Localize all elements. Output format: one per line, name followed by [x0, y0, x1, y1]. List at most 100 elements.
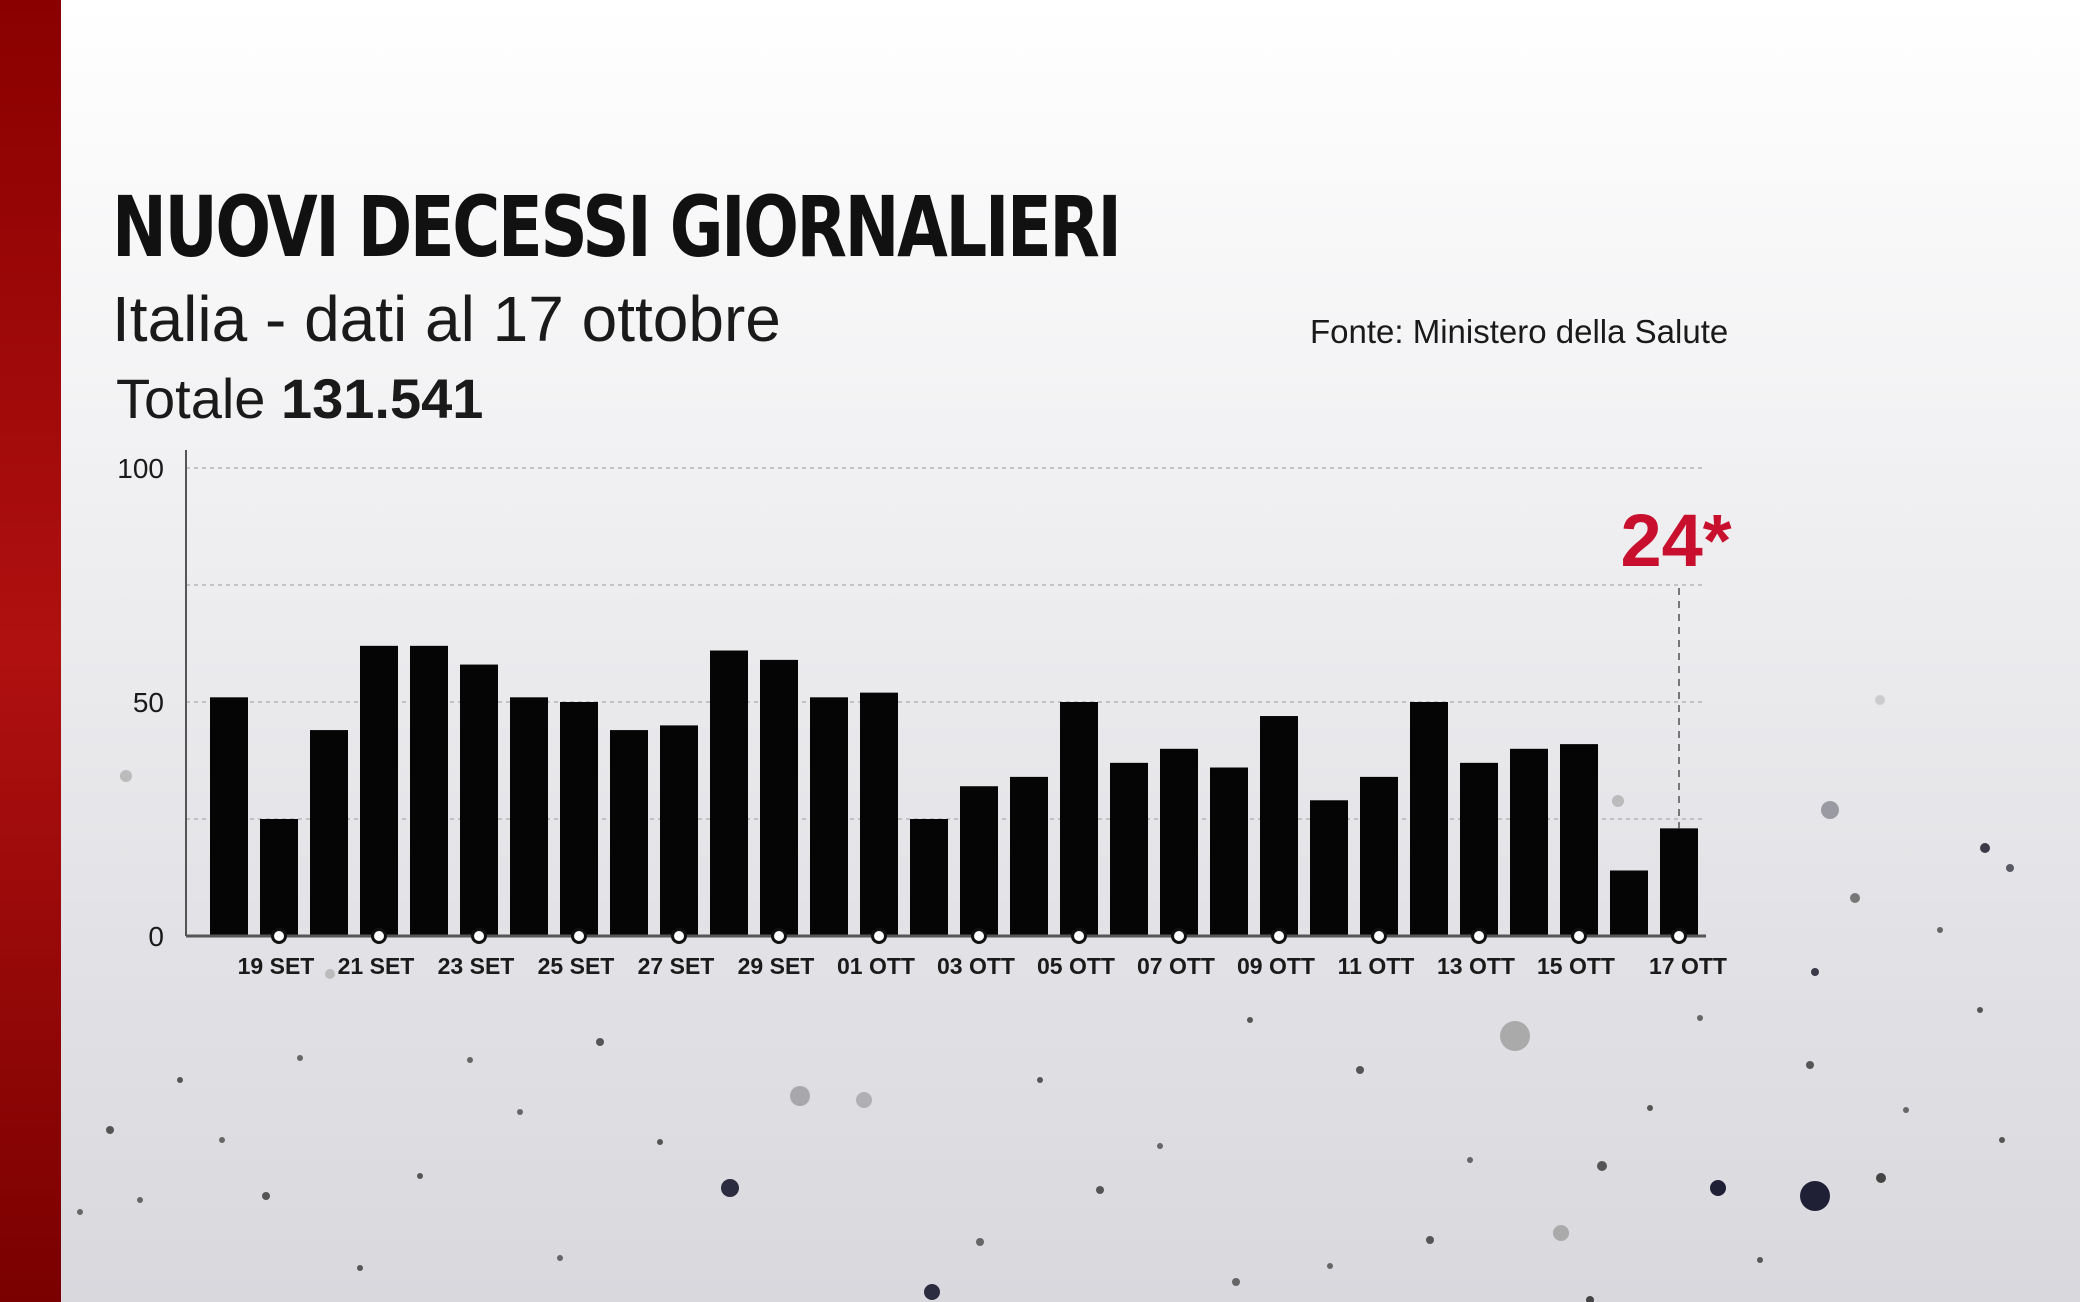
x-tick-marker — [1671, 928, 1687, 944]
highlight-value: 24* — [1620, 499, 1731, 582]
bar — [560, 702, 598, 936]
speckle-dot — [856, 1092, 872, 1108]
speckle-dot — [1876, 1173, 1886, 1183]
speckle-dot — [1806, 1061, 1814, 1069]
speckle-dot — [219, 1137, 225, 1143]
x-tick-label: 13 OTT — [1437, 953, 1515, 979]
bar — [1360, 776, 1398, 936]
x-tick-label: 03 OTT — [937, 953, 1015, 979]
x-tick-label: 19 SET — [238, 953, 315, 979]
bar — [1610, 870, 1648, 936]
bar — [1660, 828, 1698, 936]
x-tick-label: 23 SET — [438, 953, 515, 979]
speckle-dot — [1697, 1015, 1703, 1021]
speckle-dot — [1597, 1161, 1607, 1171]
bar — [1160, 748, 1198, 936]
speckle-dot — [297, 1055, 303, 1061]
speckle-dot — [1356, 1066, 1364, 1074]
x-tick-label: 09 OTT — [1237, 953, 1315, 979]
x-tick-label: 15 OTT — [1537, 953, 1615, 979]
x-tick-marker — [771, 928, 787, 944]
speckle-dot — [1157, 1143, 1163, 1149]
speckle-dot — [1247, 1017, 1253, 1023]
bar — [210, 697, 248, 936]
speckle-dot — [1500, 1021, 1530, 1051]
x-tick-label: 25 SET — [538, 953, 615, 979]
bar — [1510, 748, 1548, 936]
x-tick-marker — [1471, 928, 1487, 944]
red-side-strip — [0, 0, 61, 1302]
x-tick-marker — [1071, 928, 1087, 944]
speckle-dot — [137, 1197, 143, 1203]
speckle-dot — [1800, 1181, 1830, 1211]
x-tick-label: 27 SET — [638, 953, 715, 979]
speckle-dot — [1467, 1157, 1473, 1163]
speckle-dot — [1096, 1186, 1104, 1194]
bar — [1460, 762, 1498, 936]
x-tick-marker — [371, 928, 387, 944]
speckle-dot — [1327, 1263, 1333, 1269]
bar — [860, 692, 898, 936]
x-tick-marker — [1371, 928, 1387, 944]
y-tick-label: 50 — [133, 687, 164, 718]
speckle-dot — [106, 1126, 114, 1134]
bar — [1310, 800, 1348, 936]
chart-subtitle: Italia - dati al 17 ottobre — [112, 283, 781, 355]
bar — [360, 645, 398, 936]
speckle-dot — [596, 1038, 604, 1046]
total-value: 131.541 — [281, 367, 484, 430]
bar — [1060, 702, 1098, 936]
speckle-dot — [1037, 1077, 1043, 1083]
bar — [1560, 744, 1598, 936]
speckle-dot — [77, 1209, 83, 1215]
x-tick-marker — [271, 928, 287, 944]
bar — [1110, 762, 1148, 936]
speckle-dot — [1586, 1296, 1594, 1302]
speckle-dot — [1757, 1257, 1763, 1263]
bar — [310, 730, 348, 936]
speckle-dot — [2006, 864, 2014, 872]
x-tick-label: 17 OTT — [1649, 953, 1727, 979]
speckle-dot — [1612, 795, 1624, 807]
speckle-dot — [1426, 1236, 1434, 1244]
bar — [510, 697, 548, 936]
speckle-dot — [1710, 1180, 1726, 1196]
chart-title: NUOVI DECESSI GIORNALIERI — [112, 178, 1122, 276]
speckle-dot — [325, 969, 335, 979]
bar — [1010, 776, 1048, 936]
total-line: Totale 131.541 — [116, 366, 483, 431]
x-tick-label: 05 OTT — [1037, 953, 1115, 979]
speckle-dot — [1980, 843, 1990, 853]
x-tick-marker — [1571, 928, 1587, 944]
bar — [710, 650, 748, 936]
speckle-dot — [790, 1086, 810, 1106]
x-tick-label: 07 OTT — [1137, 953, 1215, 979]
x-tick-marker — [871, 928, 887, 944]
speckle-dot — [657, 1139, 663, 1145]
bar — [660, 725, 698, 936]
y-tick-label: 100 — [117, 453, 164, 484]
x-tick-label: 21 SET — [338, 953, 415, 979]
x-tick-label: 11 OTT — [1338, 953, 1415, 979]
speckle-dot — [1811, 968, 1819, 976]
x-tick-marker — [1171, 928, 1187, 944]
bar — [1260, 716, 1298, 936]
bar — [1210, 767, 1248, 936]
bar — [910, 819, 948, 936]
bar — [410, 645, 448, 936]
speckle-dot — [1821, 801, 1839, 819]
speckle-dot — [1647, 1105, 1653, 1111]
speckle-dot — [262, 1192, 270, 1200]
bar — [810, 697, 848, 936]
speckle-dot — [417, 1173, 423, 1179]
bar — [760, 659, 798, 936]
x-tick-marker — [1271, 928, 1287, 944]
speckle-dot — [1553, 1225, 1569, 1241]
speckle-dot — [1903, 1107, 1909, 1113]
speckle-dot — [467, 1057, 473, 1063]
speckle-dot — [976, 1238, 984, 1246]
x-tick-marker — [671, 928, 687, 944]
x-tick-marker — [971, 928, 987, 944]
